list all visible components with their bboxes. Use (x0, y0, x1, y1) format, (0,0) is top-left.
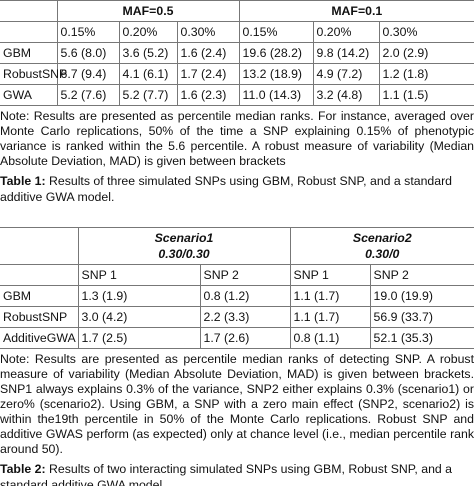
caption-label: Table 1: (0, 174, 46, 188)
cell: 1.3 (1.9) (77, 285, 201, 307)
sub-header: 0.30% (176, 21, 240, 43)
header-row: MAF=0.5 MAF=0.1 (0, 0, 474, 22)
cell: 3.6 (5.2) (118, 42, 178, 64)
caption: Table 2: Results of two interacting simu… (0, 461, 474, 486)
cell: 1.1 (1.7) (289, 306, 371, 328)
cell: 1.7 (2.4) (176, 63, 240, 85)
row-label: RobustSNP (0, 306, 79, 328)
cell: 1.6 (2.4) (176, 42, 240, 64)
table-2: Scenario1 0.30/0.30 Scenario2 0.30/0 SNP 1 SN… (0, 227, 474, 349)
cell: 6.7 (9.4) (56, 63, 120, 85)
cell: 3.2 (4.8) (312, 84, 380, 106)
cell: 0.8 (1.1) (289, 327, 371, 349)
note: Note: Results are presented as percentil… (0, 109, 474, 168)
row-label: RobustSNP (0, 63, 67, 85)
corner-cell (0, 227, 79, 265)
cell: 5.2 (7.7) (118, 84, 178, 106)
cell: 19.6 (28.2) (238, 42, 314, 64)
cell: 1.1 (1.5) (378, 84, 474, 106)
table-row: GBM 5.6 (8.0) 3.6 (5.2) 1.6 (2.4) 19.6 (28.2… (0, 42, 474, 64)
corner-cell (0, 264, 79, 286)
group-header: MAF=0.5 (56, 0, 240, 22)
row-label: AdditiveGWA (0, 327, 79, 349)
cell: 19.0 (19.9) (369, 285, 474, 307)
cell: 5.2 (7.6) (56, 84, 120, 106)
sub-header: 0.20% (118, 21, 178, 43)
note: Note: Results are presented as percentil… (0, 352, 474, 456)
group-header: MAF=0.1 (238, 0, 474, 22)
cell: 52.1 (35.3) (369, 327, 474, 349)
cell: 1.6 (2.3) (176, 84, 240, 106)
sub-header: 0.30% (378, 21, 474, 43)
table-row: AdditiveGWA 1.7 (2.5) 1.7 (2.6) 0.8 (1.1) 52… (0, 327, 474, 349)
table-row: GWA 5.2 (7.6) 5.2 (7.7) 1.6 (2.3) 11.0 (14.3… (0, 84, 474, 106)
cell: 2.2 (3.3) (199, 306, 291, 328)
cell: 1.7 (2.6) (199, 327, 291, 349)
cell: 2.0 (2.9) (378, 42, 474, 64)
cell: 0.8 (1.2) (199, 285, 291, 307)
group-name: Scenario2 (352, 231, 412, 245)
cell: 13.2 (18.9) (238, 63, 314, 85)
table-row: RobustSNP 6.7 (9.4) 4.1 (6.1) 1.7 (2.4) 13.2… (0, 63, 474, 85)
row-label: GBM (0, 42, 58, 64)
cell: 1.1 (1.7) (289, 285, 371, 307)
subheader-row: SNP 1 SNP 2 SNP 1 SNP 2 (0, 264, 474, 286)
group-header: Scenario2 0.30/0 (289, 227, 474, 265)
corner-cell (0, 21, 58, 43)
cell: 9.8 (14.2) (312, 42, 380, 64)
cell: 1.2 (1.8) (378, 63, 474, 85)
caption-text: Results of two interacting simulated SNP… (0, 462, 453, 486)
cell: 56.9 (33.7) (369, 306, 474, 328)
sub-header: SNP 2 (199, 264, 291, 286)
caption-text: Results of three simulated SNPs using GB… (0, 174, 453, 204)
sub-header: 0.20% (312, 21, 380, 43)
cell: 11.0 (14.3) (238, 84, 314, 106)
caption: Table 1: Results of three simulated SNPs… (0, 173, 474, 205)
group-header: Scenario1 0.30/0.30 (77, 227, 291, 265)
group-name: Scenario1 (154, 231, 214, 245)
corner-cell (0, 0, 58, 22)
sub-header: SNP 1 (77, 264, 201, 286)
table-row: GBM 1.3 (1.9) 0.8 (1.2) 1.1 (1.7) 19.0 (19.9… (0, 285, 474, 307)
cell: 3.0 (4.2) (77, 306, 201, 328)
cell: 5.6 (8.0) (56, 42, 120, 64)
header-row: Scenario1 0.30/0.30 Scenario2 0.30/0 (0, 227, 474, 265)
caption-label: Table 2: (0, 462, 46, 476)
cell: 4.1 (6.1) (118, 63, 178, 85)
group-sub: 0.30/0 (365, 247, 400, 261)
sub-header: SNP 1 (289, 264, 371, 286)
sub-header: 0.15% (238, 21, 314, 43)
row-label: GBM (0, 285, 79, 307)
table-1: MAF=0.5 MAF=0.1 0.15% 0.20% 0.30% 0.15% 0.20% 0… (0, 0, 474, 106)
cell: 4.9 (7.2) (312, 63, 380, 85)
cell: 1.7 (2.5) (77, 327, 201, 349)
subheader-row: 0.15% 0.20% 0.30% 0.15% 0.20% 0.30% (0, 21, 474, 43)
group-sub: 0.30/0.30 (158, 247, 210, 261)
table-row: RobustSNP 3.0 (4.2) 2.2 (3.3) 1.1 (1.7) 56.9… (0, 306, 474, 328)
sub-header: SNP 2 (369, 264, 474, 286)
row-label: GWA (0, 84, 58, 106)
sub-header: 0.15% (56, 21, 120, 43)
